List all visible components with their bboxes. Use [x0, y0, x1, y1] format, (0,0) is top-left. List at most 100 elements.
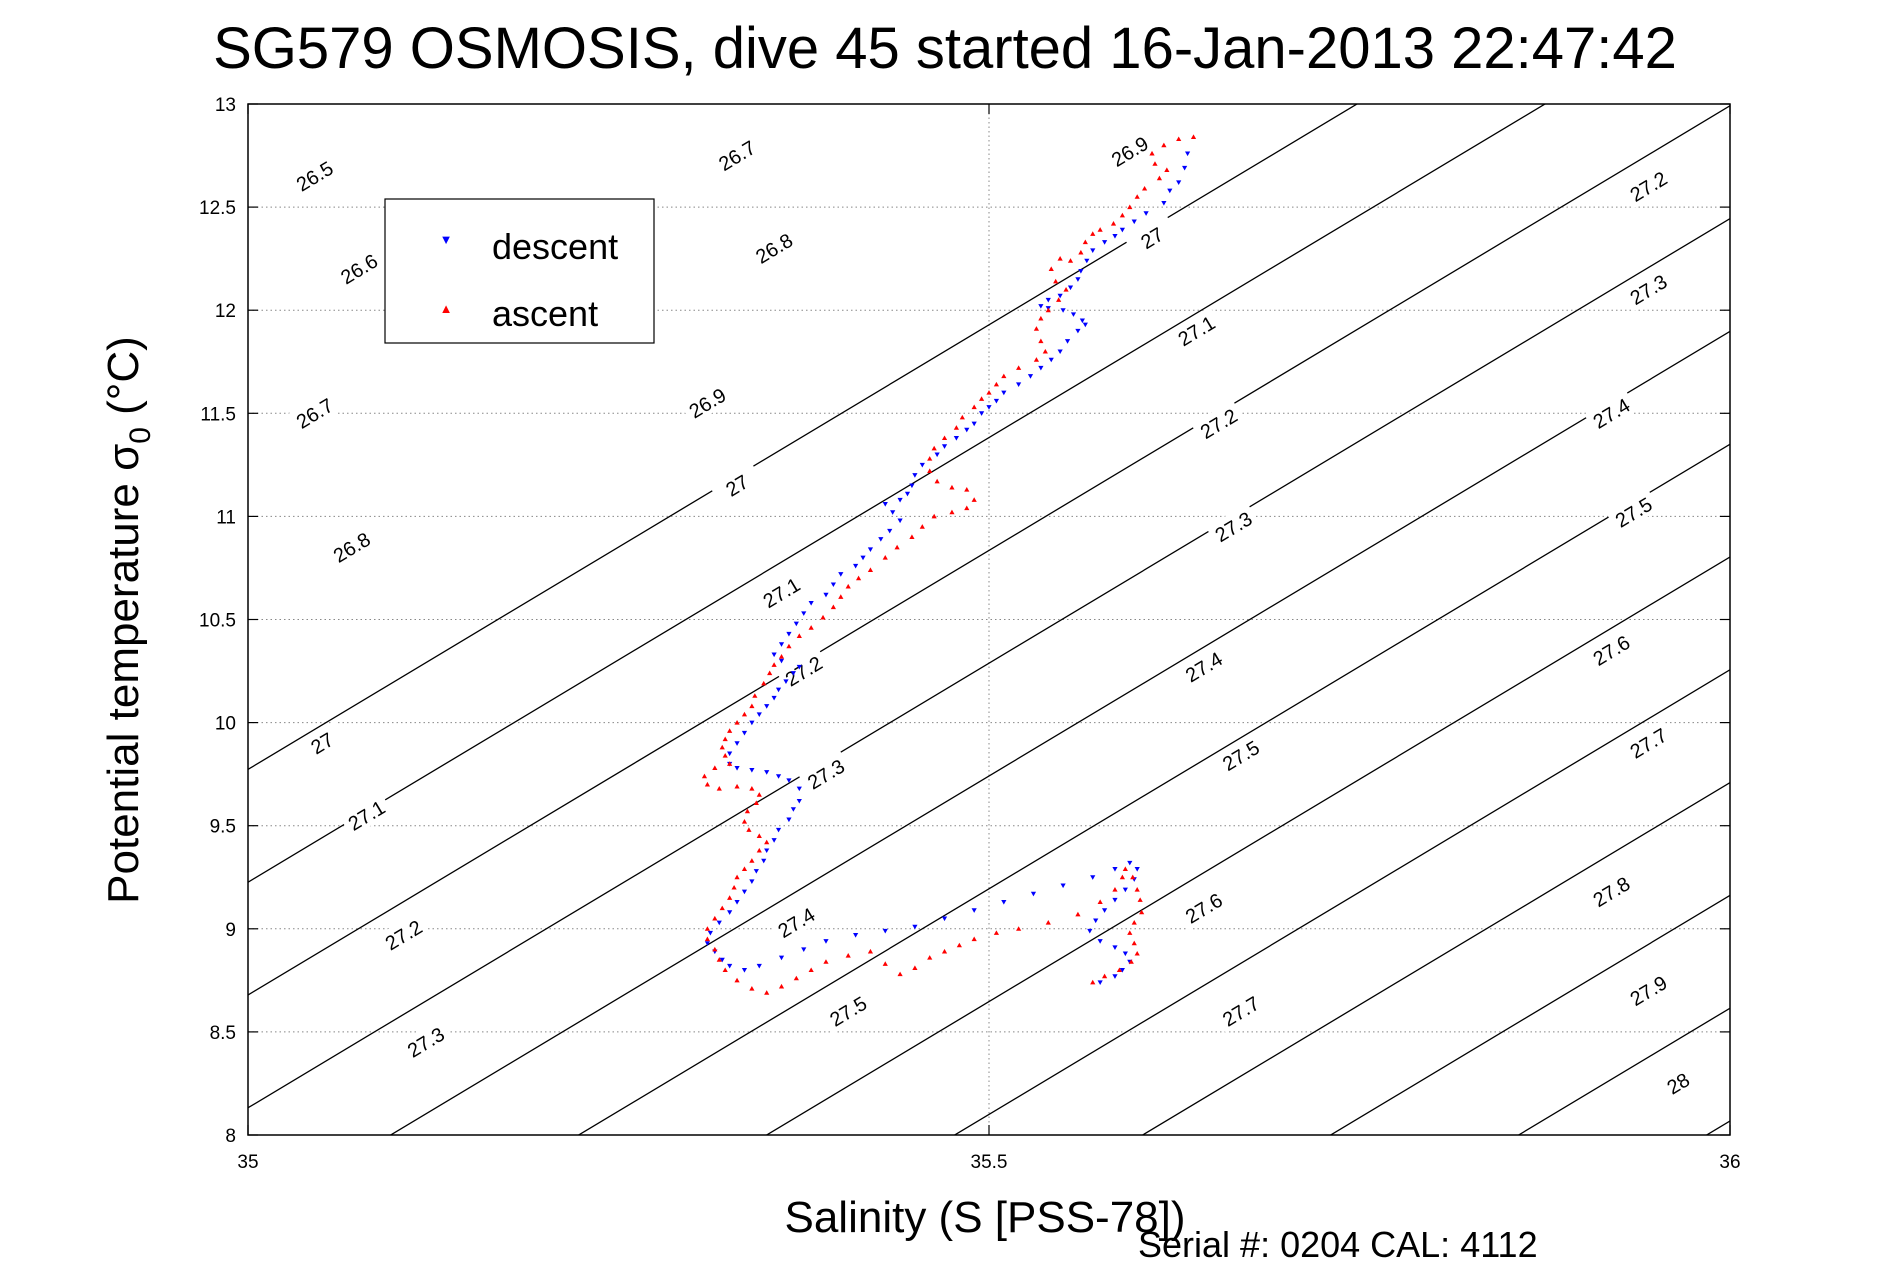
contour-label-bg [287, 152, 341, 198]
ascent-point [704, 926, 711, 931]
ascent-point [897, 971, 903, 977]
descent-point [790, 671, 796, 676]
ascent-point [1038, 338, 1044, 344]
descent-point [727, 963, 733, 969]
ascent-point [756, 833, 762, 839]
descent-point [897, 497, 903, 503]
ascent-point [1033, 326, 1040, 331]
ascent-point [971, 497, 977, 502]
descent-point [941, 916, 948, 922]
descent-point [764, 848, 770, 854]
descent-point [953, 436, 959, 441]
ascent-point [722, 967, 728, 973]
ascent-point [1063, 286, 1069, 292]
ascent-point [1045, 307, 1051, 313]
ascent-point [845, 953, 851, 958]
descent-point [838, 572, 844, 577]
contour-label-bg [769, 899, 823, 945]
ascent-point [867, 567, 874, 573]
y-axis-ticks: 8 8.5 9 9.5 10 10.5 11 11.5 12 12.5 13 [199, 95, 1730, 1147]
ascent-point [786, 643, 792, 649]
descent-point [775, 827, 782, 833]
density-contour-line [248, 104, 1547, 883]
density-contours [248, 104, 1730, 1135]
descent-point [919, 462, 925, 468]
ascent-point [912, 965, 918, 970]
ascent-point [934, 478, 940, 484]
descent-point [778, 642, 785, 647]
ascent-point [820, 614, 826, 620]
ascent-point [764, 839, 770, 845]
ascent-point [1112, 887, 1118, 892]
descent-point [1079, 318, 1085, 324]
contour-label-bg [798, 750, 853, 796]
ascent-point [927, 955, 933, 960]
descent-point [727, 910, 733, 915]
contour-label-bg [1169, 307, 1223, 353]
descent-point [1093, 918, 1099, 924]
descent-point [853, 932, 859, 938]
descent-point [993, 398, 1000, 404]
y-axis-label-subscript: 0 [124, 427, 157, 444]
x-axis-label: Salinity (S [PSS-78]) [784, 1193, 1185, 1242]
ascent-point [1097, 227, 1103, 232]
descent-point [1060, 883, 1066, 889]
ascent-point [771, 662, 777, 667]
contour-label-bg [287, 389, 341, 436]
chart-title: SG579 OSMOSIS, dive 45 started 16-Jan-20… [213, 16, 1677, 81]
ascent-point [867, 948, 874, 954]
ascent-point [1053, 278, 1059, 284]
descent-point [1075, 277, 1081, 282]
ascent-point [927, 456, 933, 461]
ascent-point [838, 594, 844, 599]
ascent-point [830, 604, 836, 610]
descent-point [1001, 899, 1007, 905]
y-tick-label: 8 [225, 1126, 236, 1147]
descent-point [823, 939, 829, 944]
ascent-point [1090, 979, 1096, 985]
descent-point [1167, 188, 1173, 194]
ascent-point [734, 977, 740, 983]
descent-point [1176, 180, 1182, 185]
ascent-point [1130, 874, 1136, 880]
ascent-point [978, 396, 985, 401]
density-contour-line [248, 104, 1359, 771]
density-contour-line [1517, 1007, 1730, 1135]
descent-point [1122, 951, 1128, 957]
ascent-point [1142, 185, 1148, 191]
descent-point [971, 421, 977, 427]
ascent-point [761, 680, 767, 686]
contour-label-bg [1621, 266, 1675, 312]
descent-point [1090, 248, 1096, 254]
descent-point [793, 621, 799, 627]
descent-point [1127, 860, 1133, 866]
ascent-point [1164, 167, 1170, 172]
ascent-point [1101, 973, 1108, 979]
legend: ▼ descent ▲ ascent [384, 198, 655, 344]
y-tick-label: 9.5 [210, 817, 236, 838]
ascent-point [823, 959, 829, 964]
descent-point [912, 473, 918, 478]
ascent-point [1134, 194, 1140, 199]
ascent-point [953, 425, 959, 430]
descent-point [801, 611, 807, 616]
ascent-point [1119, 212, 1125, 218]
descent-point [749, 879, 755, 884]
descent-point [1064, 339, 1071, 344]
density-contour-line [248, 105, 1730, 996]
descent-point [971, 908, 977, 913]
descent-point [778, 658, 785, 664]
ascent-point [919, 524, 925, 529]
ascent-point [1152, 161, 1158, 166]
x-axis-ticks: 35 35.5 36 [237, 104, 1741, 1173]
ascent-point [727, 761, 733, 766]
ascent-point [749, 858, 755, 863]
contour-label-bg [820, 987, 875, 1034]
contour-label-bg [1124, 214, 1179, 260]
density-contour-line [765, 556, 1730, 1135]
descent-point [1119, 227, 1125, 233]
ascent-point [927, 468, 933, 474]
ascent-point [1110, 220, 1117, 226]
ascent-point [1016, 926, 1022, 931]
ascent-point [744, 808, 751, 814]
